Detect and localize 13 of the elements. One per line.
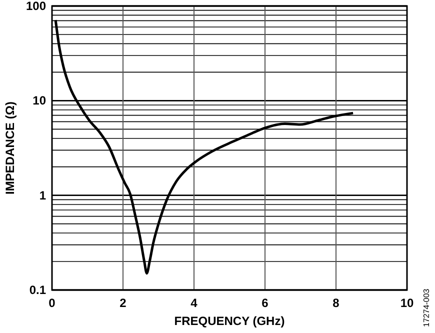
y-tick-label: 0.1 <box>29 283 46 297</box>
x-tick-label: 0 <box>48 296 56 310</box>
x-tick-label: 10 <box>400 296 414 310</box>
x-axis-title: FREQUENCY (GHz) <box>174 314 285 328</box>
x-tick-label: 8 <box>332 296 340 310</box>
y-tick-label: 10 <box>32 94 46 108</box>
x-tick-label: 2 <box>120 296 127 310</box>
x-tick-label: 4 <box>190 296 198 310</box>
text: 17274-003 <box>422 288 431 327</box>
y-tick-label: 100 <box>26 0 46 13</box>
x-tick-label: 6 <box>262 296 269 310</box>
y-tick-label: 1 <box>39 188 46 202</box>
y-axis-title: IMPEDANCE (Ω) <box>3 102 17 194</box>
